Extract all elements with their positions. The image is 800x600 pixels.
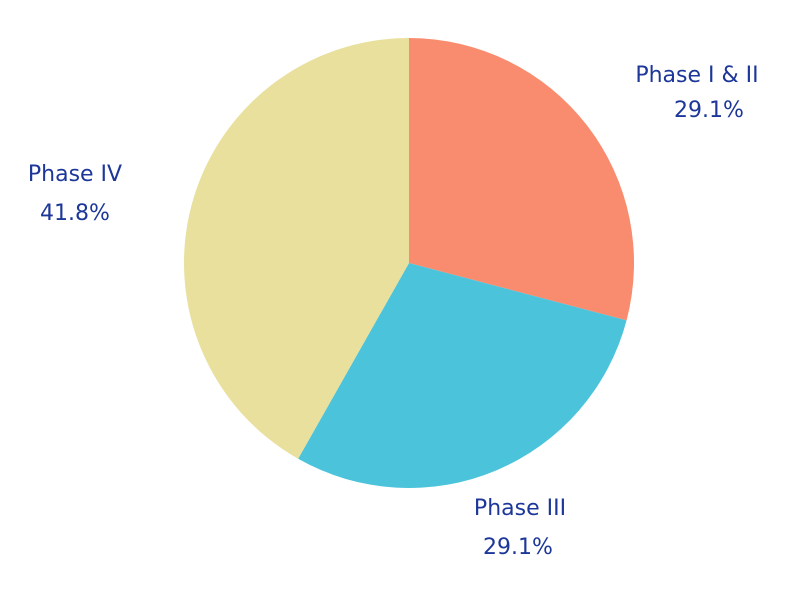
pie-slice-phase-iv — [183, 38, 409, 459]
slice-label-phase-1-2: Phase I & II — [635, 63, 758, 88]
slice-value-phase-4: 41.8% — [40, 201, 110, 226]
slice-value-phase-3: 29.1% — [483, 535, 553, 560]
slice-value-phase-1-2: 29.1% — [674, 98, 744, 123]
slice-label-phase-3: Phase III — [474, 496, 566, 521]
pie-slice-phase-iii — [298, 263, 627, 488]
slice-label-phase-4: Phase IV — [28, 162, 122, 187]
pie-slice-phase-i-ii — [409, 38, 634, 321]
